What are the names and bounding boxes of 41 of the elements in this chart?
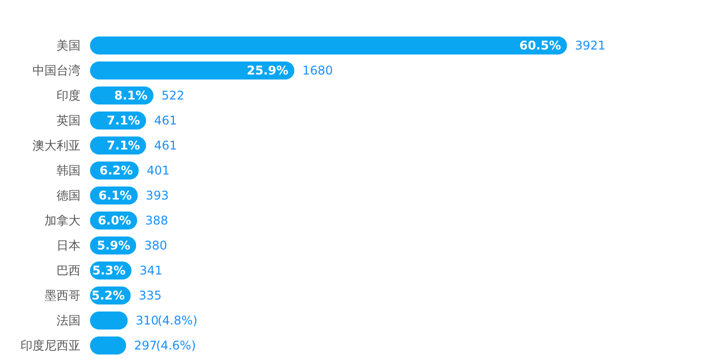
annotation: 5.9% <box>96 238 130 252</box>
data-label: 393 <box>146 188 169 202</box>
annotation: 6.0% <box>98 214 132 228</box>
bar <box>90 62 294 80</box>
data-label: 3921 <box>575 38 606 52</box>
annotation: 7.1% <box>106 114 140 128</box>
annotation: 8.1% <box>114 88 148 102</box>
y-tick-label: 日本 <box>56 238 80 252</box>
y-tick-label: 印度 <box>56 88 80 102</box>
data-label: 335 <box>138 288 162 302</box>
y-tick-label: 中国台湾 <box>32 64 80 78</box>
y-tick-label: 巴西 <box>56 264 80 278</box>
data-label: 297 <box>134 338 158 352</box>
y-tick-label: 加拿大 <box>44 214 80 228</box>
annotation: 5.3% <box>92 264 126 278</box>
y-tick-label: 德国 <box>56 188 80 202</box>
y-tick-label: 美国 <box>56 38 80 52</box>
data-label: 380 <box>144 238 168 252</box>
annotation: 25.9% <box>246 64 288 78</box>
bar <box>90 36 567 54</box>
annotation: (4.6%) <box>156 338 196 352</box>
annotation: 6.2% <box>100 164 133 178</box>
data-label: 310 <box>136 314 159 328</box>
annotation: 7.1% <box>106 138 140 152</box>
y-tick-label: 墨西哥 <box>44 288 80 302</box>
y-tick-label: 英国 <box>56 114 80 128</box>
y-tick-label: 韩国 <box>56 164 80 178</box>
data-label: 401 <box>146 164 170 178</box>
annotation: 6.1% <box>98 188 132 202</box>
annotation: 60.5% <box>519 38 561 52</box>
annotation: 5.2% <box>91 288 125 302</box>
data-label: 388 <box>145 214 168 228</box>
data-label: 522 <box>162 88 184 102</box>
data-label: 461 <box>154 114 177 128</box>
y-tick-label: 印度尼西亚 <box>20 338 80 352</box>
y-tick-label: 澳大利亚 <box>32 138 80 152</box>
data-label: 1680 <box>302 64 333 78</box>
y-tick-label: 法国 <box>56 314 80 328</box>
data-label: 341 <box>139 264 162 278</box>
annotation: (4.8%) <box>158 314 198 328</box>
data-label: 461 <box>154 138 177 152</box>
